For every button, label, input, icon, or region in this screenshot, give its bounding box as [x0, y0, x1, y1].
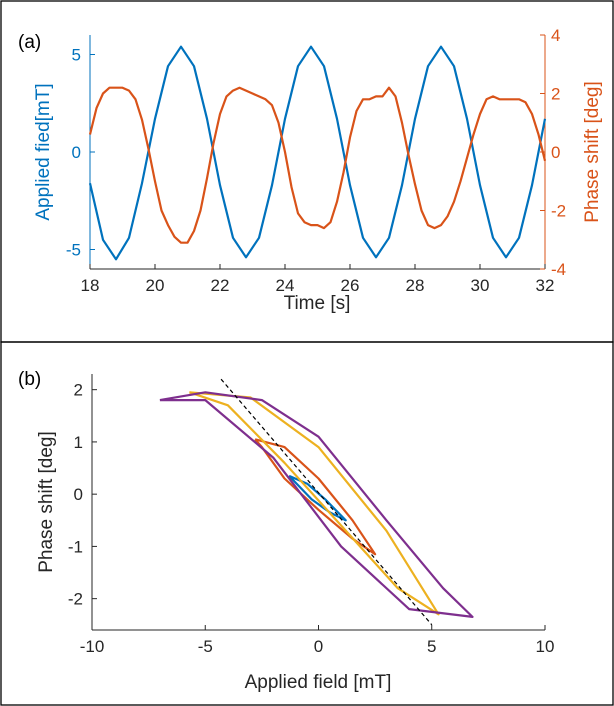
panel-a-x-ticks: 18 20 22 24 26 28 30 32: [81, 264, 555, 295]
panel-a-x-tick-label: 30: [471, 276, 490, 295]
panel-a-x-tick-label: 26: [341, 276, 360, 295]
panel-b-x-tick-label: 10: [536, 637, 555, 656]
panel-b-y-ticks: -2 -1 0 1 2: [68, 381, 97, 609]
panel-a-right-tick-label: 0: [551, 143, 560, 162]
panel-b-y-tick-label: 0: [74, 485, 83, 504]
panel-a-left-tick-label: 5: [72, 46, 81, 65]
panel-a-x-tick-label: 22: [211, 276, 230, 295]
panel-a-right-tick-label: -4: [551, 260, 566, 279]
panel-b-dashed-fit-line: [220, 378, 433, 626]
panel-b-loop-purple: [159, 391, 474, 619]
panel-b-x-tick-label: 5: [427, 637, 436, 656]
panel-b-series: [159, 378, 474, 626]
panel-a-x-tick-label: 24: [276, 276, 295, 295]
panel-a-right-tick-label: 4: [551, 26, 560, 45]
panel-a-left-ticks: -5 0 5: [66, 46, 95, 260]
panel-a-right-tick-label: 2: [551, 85, 560, 104]
panel-b-loop-yellow: [189, 391, 440, 616]
panel-a-phase-shift-line: [88, 86, 547, 244]
panel-b-y-tick-label: 1: [74, 433, 83, 452]
panel-a-series: [88, 45, 547, 261]
panel-b-loop-blue: [288, 474, 347, 522]
panel-b-label: (b): [18, 369, 41, 390]
panel-a-right-y-label: Phase shift [deg]: [582, 81, 603, 223]
panel-b-y-tick-label: -2: [68, 590, 83, 609]
panel-b-y-tick-label: -1: [68, 537, 83, 556]
panel-a-x-tick-label: 20: [146, 276, 165, 295]
panel-a-x-tick-label: 18: [81, 276, 100, 295]
panel-a-left-tick-label: 0: [72, 143, 81, 162]
panel-b-x-ticks: -10 -5 0 5 10: [80, 625, 555, 656]
panel-a-x-label: Time [s]: [284, 293, 351, 314]
panel-b-x-tick-label: -5: [198, 637, 213, 656]
panel-a-right-tick-label: -2: [551, 202, 566, 221]
panel-a-right-ticks: -4 -2 0 2 4: [540, 26, 566, 279]
panel-a-x-tick-label: 28: [406, 276, 425, 295]
panel-b-x-tick-label: -10: [80, 637, 105, 656]
panel-a-applied-field-line: [88, 45, 547, 261]
panel-b-y-tick-label: 2: [74, 381, 83, 400]
panel-a-label: (a): [18, 32, 41, 53]
panel-a-x-tick-label: 32: [536, 276, 555, 295]
panel-b-y-label: Phase shift [deg]: [36, 431, 57, 573]
panel-b-x-label: Applied field [mT]: [245, 672, 392, 693]
panel-b-x-tick-label: 0: [314, 637, 323, 656]
panel-a-left-tick-label: -5: [66, 241, 81, 260]
panel-a-left-y-label: Applied fied[mT]: [33, 83, 54, 220]
panel-b-frame: [0, 341, 614, 706]
